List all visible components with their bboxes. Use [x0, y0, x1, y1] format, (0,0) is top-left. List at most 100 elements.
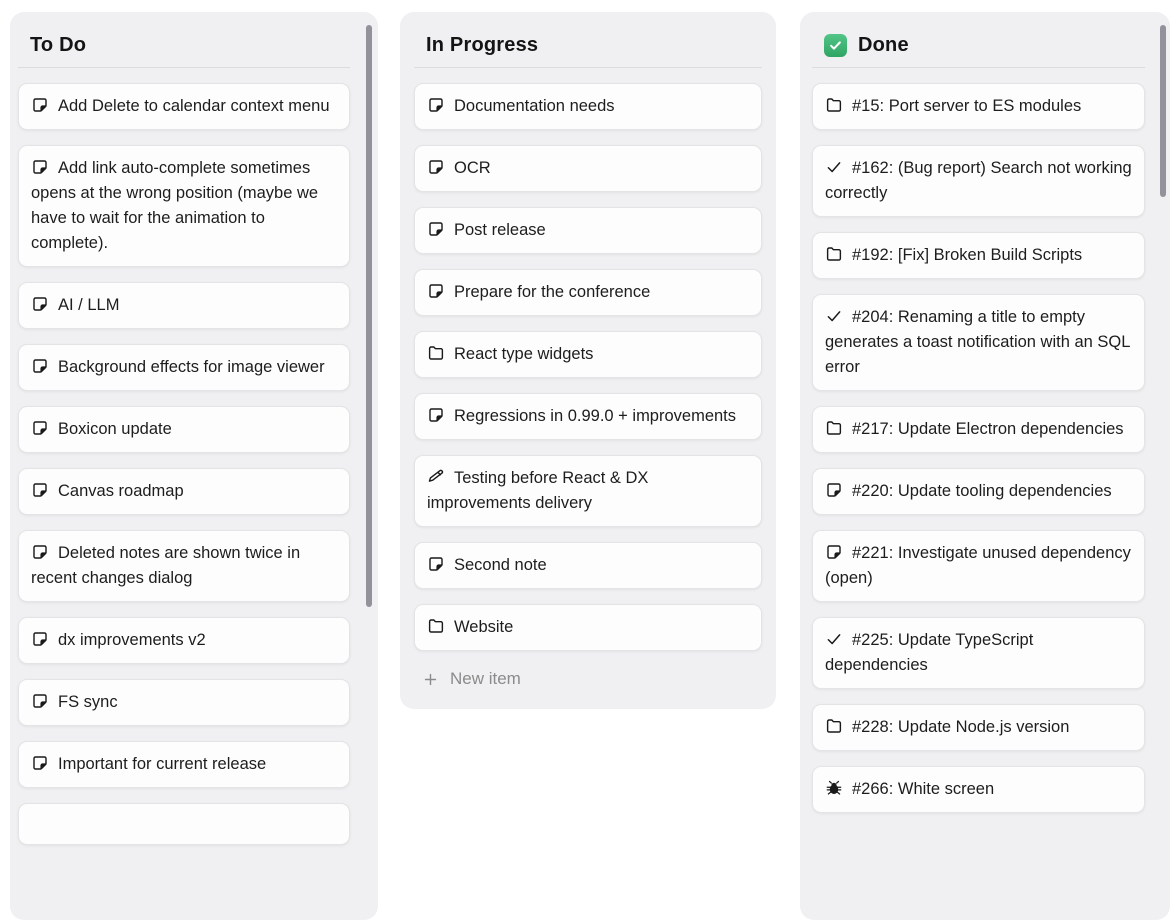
note-icon	[825, 543, 843, 561]
card-list-todo: Add Delete to calendar context menu Add l…	[18, 83, 350, 788]
card[interactable]: #221: Investigate unused dependency (ope…	[812, 530, 1145, 602]
check-icon	[825, 307, 843, 325]
card[interactable]: Website	[414, 604, 762, 651]
note-icon	[31, 357, 49, 375]
card-text: #192: [Fix] Broken Build Scripts	[852, 246, 1083, 264]
card-text: #162: (Bug report) Search not working co…	[825, 159, 1132, 202]
card-text: #225: Update TypeScript dependencies	[825, 631, 1034, 674]
card-text: Boxicon update	[58, 420, 172, 438]
card[interactable]: Background effects for image viewer	[18, 344, 350, 391]
scrollbar-thumb[interactable]	[366, 25, 372, 607]
card-text: #204: Renaming a title to empty generate…	[825, 308, 1130, 376]
card-text: Background effects for image viewer	[58, 358, 325, 376]
card-text: FS sync	[58, 693, 118, 711]
checkbox-checked-icon	[824, 34, 847, 57]
note-icon	[427, 158, 445, 176]
card-text: OCR	[454, 159, 491, 177]
card-text: #217: Update Electron dependencies	[852, 420, 1124, 438]
column-title-label: In Progress	[426, 34, 539, 56]
column-title-in-progress: In Progress	[426, 34, 750, 57]
card[interactable]: #192: [Fix] Broken Build Scripts	[812, 232, 1145, 279]
card-text: Second note	[454, 556, 547, 574]
card[interactable]: Important for current release	[18, 741, 350, 788]
column-todo: To Do Add Delete to calendar context men…	[10, 12, 378, 920]
card[interactable]: Add Delete to calendar context menu	[18, 83, 350, 130]
folder-icon	[825, 96, 843, 114]
card-text: Deleted notes are shown twice in recent …	[31, 544, 301, 587]
card[interactable]: #266: White screen	[812, 766, 1145, 813]
column-title-done: Done	[824, 34, 1133, 57]
card-list-done: #15: Port server to ES modules #162: (Bug…	[812, 83, 1145, 813]
card-text: Important for current release	[58, 755, 267, 773]
card-text: dx improvements v2	[58, 631, 206, 649]
folder-icon	[825, 717, 843, 735]
card[interactable]: Canvas roadmap	[18, 468, 350, 515]
column-divider	[414, 67, 762, 68]
column-divider	[812, 67, 1145, 68]
card[interactable]: Second note	[414, 542, 762, 589]
scrollbar-thumb[interactable]	[1160, 25, 1166, 197]
card[interactable]: #228: Update Node.js version	[812, 704, 1145, 751]
card-text: Add Delete to calendar context menu	[58, 97, 330, 115]
note-icon	[31, 754, 49, 772]
folder-icon	[825, 419, 843, 437]
card[interactable]: Post release	[414, 207, 762, 254]
card-text: #228: Update Node.js version	[852, 718, 1070, 736]
new-item-button[interactable]: New item	[422, 669, 521, 689]
card-text: Regressions in 0.99.0 + improvements	[454, 407, 737, 425]
card-text: Canvas roadmap	[58, 482, 184, 500]
card[interactable]: React type widgets	[414, 331, 762, 378]
card[interactable]: Deleted notes are shown twice in recent …	[18, 530, 350, 602]
note-icon	[31, 630, 49, 648]
note-icon	[427, 220, 445, 238]
card[interactable]: Prepare for the conference	[414, 269, 762, 316]
note-icon	[31, 96, 49, 114]
card[interactable]: AI / LLM	[18, 282, 350, 329]
new-item-label: New item	[450, 669, 521, 688]
card-text: Prepare for the conference	[454, 283, 651, 301]
card-text: #266: White screen	[852, 780, 995, 798]
card[interactable]: dx improvements v2	[18, 617, 350, 664]
note-icon	[427, 96, 445, 114]
card[interactable]: #204: Renaming a title to empty generate…	[812, 294, 1145, 391]
card-partial[interactable]	[18, 803, 350, 845]
card-text: React type widgets	[454, 345, 594, 363]
column-title-label: To Do	[30, 34, 87, 56]
card-text: #15: Port server to ES modules	[852, 97, 1082, 115]
card-list-in-progress: Documentation needs OCR Post release Prepar…	[414, 83, 762, 651]
card[interactable]: FS sync	[18, 679, 350, 726]
card[interactable]: Regressions in 0.99.0 + improvements	[414, 393, 762, 440]
note-icon	[31, 158, 49, 176]
check-icon	[825, 630, 843, 648]
column-divider	[18, 67, 350, 68]
card-text: Post release	[454, 221, 546, 239]
card[interactable]: Documentation needs	[414, 83, 762, 130]
card[interactable]: Boxicon update	[18, 406, 350, 453]
card-text: Documentation needs	[454, 97, 615, 115]
card[interactable]: OCR	[414, 145, 762, 192]
note-icon	[825, 481, 843, 499]
card-text: Testing before React & DX improvements d…	[427, 469, 649, 512]
card-text: AI / LLM	[58, 296, 120, 314]
card[interactable]: #225: Update TypeScript dependencies	[812, 617, 1145, 689]
plus-icon	[422, 671, 439, 688]
card[interactable]: #220: Update tooling dependencies	[812, 468, 1145, 515]
card[interactable]: #217: Update Electron dependencies	[812, 406, 1145, 453]
note-icon	[427, 555, 445, 573]
note-icon	[31, 295, 49, 313]
bug-icon	[825, 779, 843, 797]
card[interactable]: #162: (Bug report) Search not working co…	[812, 145, 1145, 217]
card[interactable]: Testing before React & DX improvements d…	[414, 455, 762, 527]
folder-icon	[427, 617, 445, 635]
card[interactable]: Add link auto-complete sometimes opens a…	[18, 145, 350, 267]
card-text: Add link auto-complete sometimes opens a…	[31, 159, 319, 252]
card-text: #221: Investigate unused dependency (ope…	[825, 544, 1131, 587]
column-title-todo: To Do	[30, 34, 338, 57]
pencil-icon	[427, 468, 445, 486]
column-in-progress: In Progress Documentation needs OCR Post r…	[400, 12, 776, 709]
column-done: Done #15: Port server to ES modules #162:…	[800, 12, 1170, 920]
card[interactable]: #15: Port server to ES modules	[812, 83, 1145, 130]
note-icon	[31, 692, 49, 710]
note-icon	[427, 406, 445, 424]
folder-icon	[427, 344, 445, 362]
